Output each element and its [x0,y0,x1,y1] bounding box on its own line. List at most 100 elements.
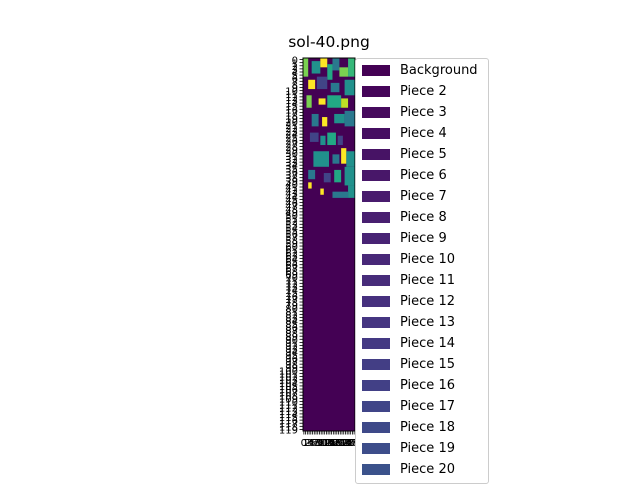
legend-label: Piece 7 [400,188,447,204]
y-tick-label: 81 [285,307,298,318]
y-tick-label: 84 [285,317,298,328]
y-tick-label: 89 [285,332,298,343]
x-tick-label: 16 [325,438,338,449]
y-tick-label: 75 [285,289,298,300]
y-tick-label: 29 [285,146,298,157]
y-tick-label: 0 [292,56,298,67]
legend-item: Piece 18 [362,419,455,435]
y-tick-label: 72 [285,279,298,290]
y-tick-label: 90 [285,335,298,346]
y-tick-label: 58 [285,236,298,247]
y-tick-label: 26 [285,136,298,147]
y-tick-label: 110 [279,397,298,408]
y-tick-label: 61 [285,245,298,256]
legend-item: Piece 16 [362,377,455,393]
x-tick-label: 3 [306,438,312,449]
legend-item: Piece 13 [362,314,455,330]
y-tick-label: 59 [285,239,298,250]
heatmap-piece-28 [323,173,331,183]
y-tick-label: 85 [285,320,298,331]
legend-swatch [362,295,390,307]
legend-item: Piece 7 [362,188,447,204]
y-tick-label: 101 [279,370,298,381]
legend-swatch [362,463,390,475]
y-tick-label: 67 [285,264,298,275]
heatmap-piece-25 [341,148,347,164]
legend-swatch [362,169,390,181]
y-tick-label: 34 [285,161,298,172]
y-tick-label: 20 [285,118,298,129]
legend-label: Piece 3 [400,104,447,120]
legend-label: Piece 11 [400,272,455,288]
y-tick-label: 56 [285,230,298,241]
y-tick-label: 117 [279,419,298,430]
heatmap-piece-0 [303,58,309,77]
legend-label: Piece 20 [400,461,455,477]
y-tick-label: 41 [285,183,298,194]
y-tick-label: 86 [285,323,298,334]
y-tick-label: 6 [292,74,298,85]
legend-swatch [362,442,390,454]
x-tick-label: 12 [318,438,331,449]
y-tick-label: 23 [285,127,298,138]
y-tick-label: 48 [285,205,298,216]
heatmap-piece-3 [327,64,333,80]
y-tick-label: 66 [285,261,298,272]
x-tick-label: 27 [344,438,357,449]
legend-label: Piece 8 [400,209,447,225]
legend-label: Piece 9 [400,230,447,246]
y-tick-label: 50 [285,211,298,222]
legend-swatch [362,358,390,370]
y-tick-label: 30 [285,149,298,160]
heatmap-piece-29 [334,169,342,183]
y-tick-label: 25 [285,133,298,144]
legend-item: Piece 12 [362,293,455,309]
y-tick-label: 68 [285,267,298,278]
y-tick-label: 43 [285,189,298,200]
x-tick-label: 18 [329,438,342,449]
y-tick-label: 11 [285,90,298,101]
legend-label: Piece 18 [400,419,455,435]
y-tick-label: 63 [285,251,298,262]
x-tick-label: 9 [316,438,322,449]
y-tick-label: 78 [285,298,298,309]
heatmap-piece-19 [309,132,319,142]
legend-swatch [362,379,390,391]
x-tick-label: 13 [320,438,333,449]
y-tick-label: 92 [285,342,298,353]
y-tick-label: 97 [285,357,298,368]
x-tick-label: 6 [311,438,317,449]
x-tick-label: 15 [324,438,337,449]
y-tick-label: 1 [292,59,298,70]
y-tick-label: 55 [285,227,298,238]
legend-label: Piece 17 [400,398,455,414]
legend-swatch [362,253,390,265]
x-axis-ticks: 0123456789101112131415161718192021222324… [301,431,360,449]
y-tick-label: 39 [285,177,298,188]
y-tick-label: 44 [285,192,298,203]
heatmap-piece-4 [332,58,340,71]
y-axis-ticks: 0123456789101112131415161718192021222324… [279,56,303,436]
y-tick-label: 105 [279,382,298,393]
y-tick-label: 73 [285,282,298,293]
legend-swatch [362,274,390,286]
y-tick-label: 83 [285,314,298,325]
y-tick-label: 22 [285,124,298,135]
legend-item: Piece 8 [362,209,447,225]
y-tick-label: 9 [292,84,298,95]
legend-item: Piece 9 [362,230,447,246]
x-tick-label: 22 [336,438,349,449]
y-tick-label: 28 [285,143,298,154]
legend-item: Piece 15 [362,356,455,372]
y-tick-label: 99 [285,363,298,374]
y-tick-label: 2 [292,62,298,73]
heatmap-piece-17 [334,113,345,124]
heatmap-piece-6 [348,58,355,77]
heatmap-piece-5 [339,67,349,77]
y-tick-label: 14 [285,99,298,110]
y-tick-label: 32 [285,155,298,166]
legend-label: Piece 4 [400,125,447,141]
y-tick-label: 74 [285,286,298,297]
legend-label: Piece 6 [400,167,447,183]
